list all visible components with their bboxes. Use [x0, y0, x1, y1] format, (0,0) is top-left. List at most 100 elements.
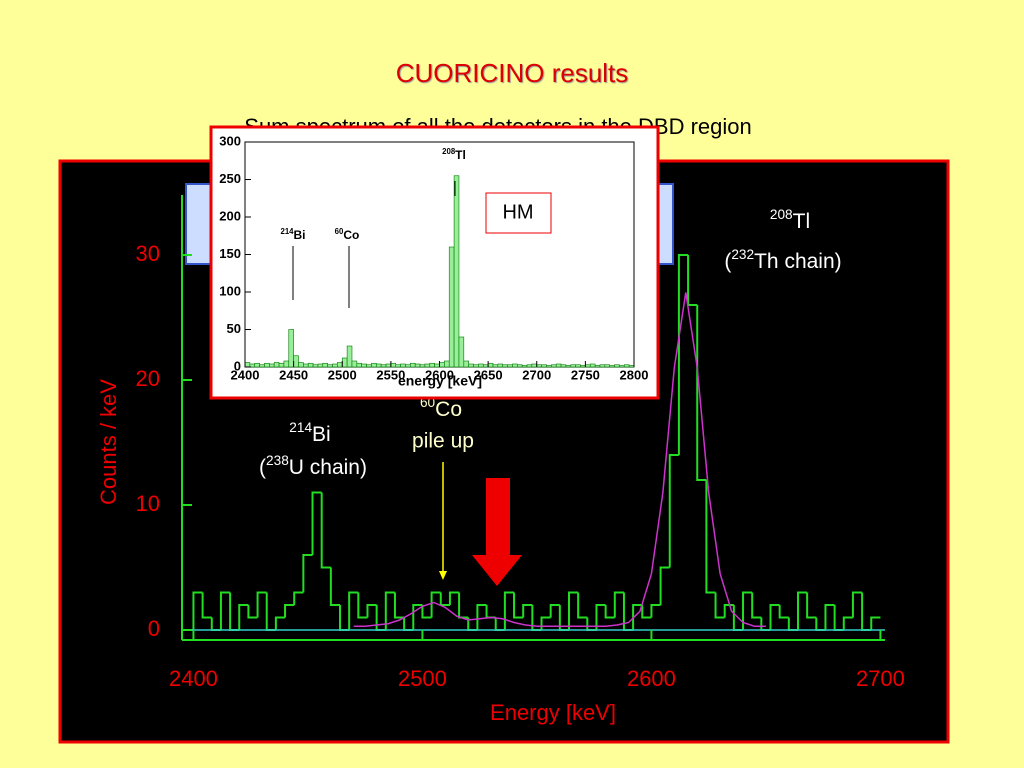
histogram-bar: [390, 362, 397, 368]
peak-label-mass: 60: [335, 227, 344, 236]
histogram-bar: [463, 360, 469, 368]
histogram-bar: [458, 336, 465, 368]
histogram-bar: [371, 362, 377, 368]
histogram-step: [870, 616, 881, 630]
histogram-bar: [599, 364, 606, 368]
histogram-bar: [429, 362, 435, 368]
x-tick-label: 2700: [522, 367, 551, 382]
histogram-bar: [312, 364, 319, 368]
histogram-step: [192, 591, 203, 630]
histogram-step: [659, 566, 670, 605]
histogram-bar: [351, 360, 358, 368]
histogram-step: [311, 491, 322, 555]
annotation: 214Bi: [289, 420, 330, 446]
histogram-bar: [604, 364, 610, 368]
histogram-bar: [512, 363, 518, 368]
x-tick-label: 2450: [279, 367, 308, 382]
annotation-mass: 214: [289, 420, 312, 435]
histogram-step: [357, 592, 368, 619]
histogram-bar: [453, 175, 460, 368]
annotation-mass: 232: [731, 247, 754, 262]
histogram-bar: [439, 362, 445, 368]
histogram-step: [201, 592, 212, 619]
x-tick-label: 2650: [474, 367, 503, 382]
fit-curve: [353, 292, 766, 627]
y-tick-label: 0: [234, 358, 241, 373]
histogram-step: [238, 604, 249, 630]
annotation-element: Tl: [793, 210, 811, 233]
annotation-text: U chain): [289, 456, 367, 479]
annotation: pile up: [412, 430, 474, 453]
histogram-step: [274, 616, 286, 630]
histogram-bar: [444, 360, 450, 368]
histogram-step: [348, 591, 359, 630]
histogram-step: [256, 591, 267, 618]
x-tick-label: 2600: [425, 367, 454, 382]
histogram-bar: [322, 362, 328, 368]
annotation-text: (: [724, 250, 731, 273]
histogram-bar: [259, 364, 265, 368]
annotation: (232Th chain): [724, 247, 841, 273]
histogram-bar: [356, 362, 362, 368]
peak-label-element: Bi: [294, 228, 306, 242]
histogram-step: [705, 480, 716, 594]
histogram-step: [513, 592, 524, 619]
histogram-bar: [269, 363, 275, 368]
histogram-step: [714, 592, 725, 619]
histogram-step: [219, 591, 231, 630]
histogram-bar: [507, 364, 513, 368]
peak-label-element: Co: [343, 228, 359, 242]
tag-box: [485, 192, 552, 234]
histogram-bar: [307, 362, 314, 368]
pointer-arrow-head: [439, 571, 447, 580]
x-tick-label: 2500: [398, 666, 447, 691]
region-arrow-head: [472, 555, 522, 586]
annotation-mass: 238: [266, 453, 289, 468]
y-tick-label: 10: [136, 491, 160, 516]
x-tick-label: 2700: [856, 666, 905, 691]
histogram-bar: [278, 362, 285, 368]
peak-label-mass: 214: [280, 227, 294, 236]
histogram-step: [806, 592, 817, 619]
histogram-step: [421, 605, 432, 619]
y-tick-label: 300: [219, 133, 241, 148]
histogram-step: [384, 591, 395, 630]
histogram-step: [476, 604, 487, 630]
histogram-bar: [341, 357, 348, 368]
histogram-step: [393, 592, 405, 619]
y-tick-label: 0: [148, 616, 160, 641]
histogram-bar: [361, 363, 367, 368]
annotation-element: Bi: [312, 423, 331, 446]
histogram-bar: [293, 355, 299, 368]
histogram-step: [723, 604, 734, 618]
y-axis-title: Counts / keV: [96, 379, 121, 505]
histogram-step: [842, 616, 853, 630]
histogram-bar: [551, 364, 557, 368]
y-tick-label: 30: [136, 241, 160, 266]
peak-label: 60Co: [335, 227, 360, 242]
histogram-bar: [288, 329, 294, 368]
histogram-step: [751, 592, 762, 619]
histogram-bar: [560, 364, 567, 368]
histogram-step: [650, 604, 661, 618]
histogram-step: [567, 591, 579, 630]
histogram-step: [366, 604, 377, 618]
histogram-step: [302, 554, 313, 593]
peak-label-element: Tl: [455, 148, 466, 162]
y-tick-label: 250: [219, 171, 241, 186]
histogram-bar: [502, 364, 508, 368]
y-tick-label: 50: [227, 321, 241, 336]
histogram-step: [632, 604, 643, 630]
x-axis-title: Energy [keV]: [490, 700, 616, 725]
histogram-step: [604, 605, 615, 619]
histogram-bar: [555, 363, 562, 368]
x-tick-label: 2800: [620, 367, 649, 382]
histogram-step: [284, 604, 295, 618]
histogram-bar: [410, 362, 416, 368]
histogram-step: [247, 605, 258, 619]
histogram-bar: [346, 345, 353, 368]
histogram-step: [320, 492, 331, 569]
histogram-step: [293, 591, 304, 605]
annotation: (238U chain): [259, 453, 367, 479]
